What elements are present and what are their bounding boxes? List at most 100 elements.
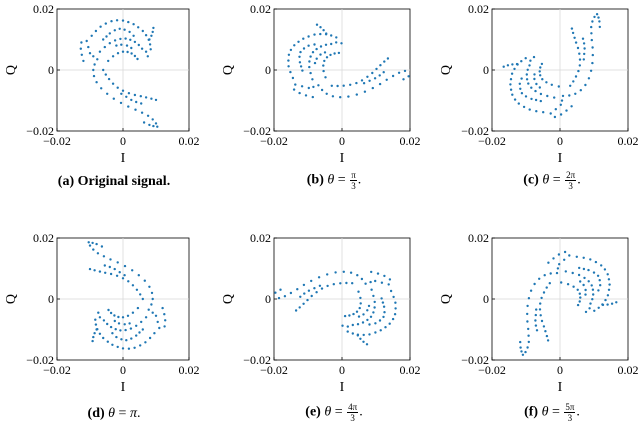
y-tick-label: 0 — [48, 63, 54, 77]
data-point — [315, 291, 318, 294]
data-point — [527, 334, 530, 337]
data-point — [359, 302, 362, 305]
subplot-b: −0.02 0 0.02 −0.02 0 0.02 I Q — [221, 2, 421, 166]
data-point — [540, 296, 543, 300]
x-tick-label: −0.02 — [260, 134, 288, 148]
data-point — [309, 55, 312, 58]
data-point — [287, 59, 290, 62]
data-point — [296, 288, 299, 291]
data-point — [330, 42, 333, 46]
data-point — [359, 296, 362, 300]
x-tick-label: 0 — [339, 134, 345, 148]
data-point — [524, 350, 527, 354]
caption-a-text: Original signal. — [77, 174, 171, 189]
data-point — [591, 298, 594, 301]
data-point — [578, 300, 581, 303]
data-point — [600, 264, 603, 267]
data-point — [88, 244, 92, 247]
subplot-f: −0.02 0 0.02 −0.02 0 0.02 I Q — [439, 231, 638, 395]
data-point — [610, 302, 614, 305]
data-point — [103, 264, 107, 267]
data-point — [135, 100, 138, 104]
data-point — [94, 29, 98, 33]
data-point — [380, 297, 383, 300]
data-point — [156, 125, 159, 128]
data-point — [372, 294, 375, 298]
data-point — [121, 50, 125, 53]
data-point — [557, 85, 560, 88]
data-point — [120, 92, 123, 96]
data-point — [579, 280, 582, 283]
data-point — [96, 252, 100, 255]
data-point — [95, 242, 98, 246]
data-point — [591, 288, 595, 291]
caption-a: (a) Original signal. — [14, 174, 214, 190]
data-point — [518, 82, 521, 86]
data-point — [534, 319, 537, 322]
data-point — [144, 96, 148, 99]
data-point — [121, 277, 125, 280]
data-point — [597, 289, 600, 292]
data-point — [315, 57, 318, 60]
data-point — [146, 55, 149, 58]
data-point — [113, 39, 117, 42]
data-point — [382, 71, 385, 74]
data-point — [92, 248, 95, 251]
data-point — [109, 272, 113, 276]
data-point — [392, 295, 395, 299]
data-point — [594, 260, 598, 264]
y-tick-label: 0 — [48, 292, 54, 306]
data-point — [153, 332, 156, 335]
data-point — [578, 52, 581, 55]
data-point — [299, 65, 303, 68]
data-point — [351, 323, 354, 327]
data-point — [302, 302, 305, 305]
data-point — [139, 95, 142, 98]
data-point — [150, 34, 153, 37]
data-point — [526, 304, 529, 308]
x-axis-label: I — [340, 151, 345, 166]
data-point — [325, 92, 328, 96]
data-point — [104, 271, 107, 274]
data-point — [322, 64, 325, 67]
data-point — [102, 319, 106, 322]
y-tick-label: −0.02 — [461, 353, 489, 367]
data-point — [161, 306, 164, 310]
data-point — [559, 103, 562, 107]
y-tick-label: 0.02 — [250, 2, 271, 16]
data-point — [339, 96, 342, 99]
data-point — [113, 267, 116, 271]
data-point — [360, 277, 364, 281]
data-point — [513, 98, 517, 101]
data-point — [102, 255, 106, 258]
data-point — [568, 94, 571, 97]
data-point — [298, 306, 301, 309]
data-point — [389, 289, 393, 293]
data-point — [123, 323, 126, 326]
data-point — [366, 309, 369, 312]
data-point — [139, 293, 142, 296]
x-axis-label: I — [558, 151, 563, 166]
data-point — [121, 89, 125, 92]
data-point — [374, 279, 377, 283]
subplot-e: −0.02 0 0.02 −0.02 0 0.02 I Q — [221, 231, 421, 395]
data-point — [590, 38, 593, 42]
data-point — [324, 76, 327, 79]
data-point — [524, 95, 528, 98]
data-point — [530, 86, 533, 89]
data-point — [533, 282, 536, 286]
data-point — [591, 46, 594, 49]
data-point — [100, 87, 103, 90]
data-point — [141, 328, 144, 331]
data-point — [393, 313, 397, 316]
data-point — [123, 28, 126, 31]
data-point — [320, 287, 324, 290]
data-point — [522, 105, 526, 109]
data-point — [593, 309, 596, 312]
data-point — [604, 298, 607, 302]
data-point — [306, 298, 309, 302]
data-point — [148, 38, 151, 41]
data-point — [535, 308, 538, 311]
data-point — [364, 282, 367, 285]
data-point — [547, 261, 550, 264]
